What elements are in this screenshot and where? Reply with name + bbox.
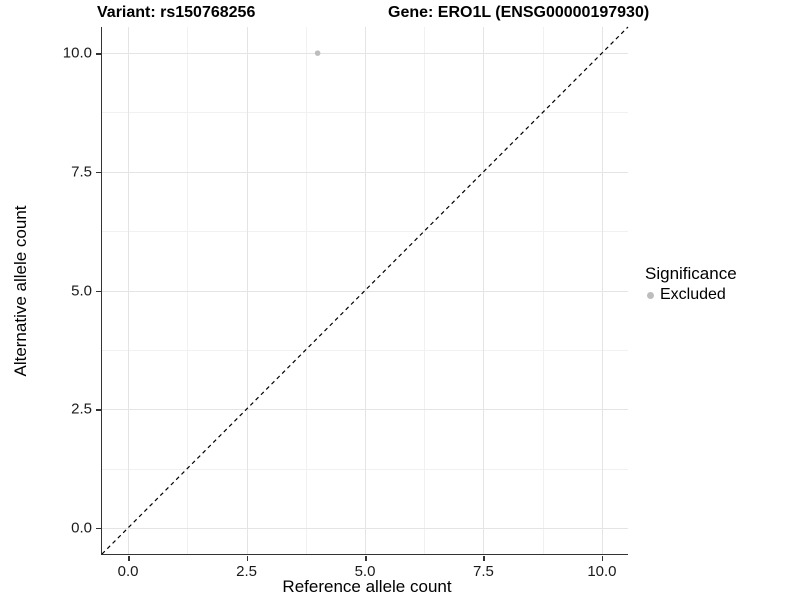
gridline-y-major xyxy=(102,290,628,292)
x-tick-mark xyxy=(128,555,130,561)
legend: Significance Excluded xyxy=(645,264,737,304)
x-tick-mark xyxy=(365,555,367,561)
x-tick-label: 10.0 xyxy=(587,563,617,580)
y-tick-label: 5.0 xyxy=(71,282,92,299)
x-tick-mark xyxy=(483,555,485,561)
y-tick-label: 7.5 xyxy=(71,163,92,181)
y-tick-label: 0.0 xyxy=(71,519,92,537)
plot-panel xyxy=(101,26,629,555)
gridline-y-major xyxy=(102,171,628,173)
x-tick-mark xyxy=(601,555,604,561)
x-tick-label: 7.5 xyxy=(473,563,494,580)
legend-title: Significance xyxy=(645,264,737,283)
gridline-y-major xyxy=(102,527,628,529)
y-tick-mark xyxy=(95,53,101,55)
y-tick-mark xyxy=(95,527,101,530)
plot-canvas xyxy=(101,26,629,555)
legend-item-label: Excluded xyxy=(660,286,726,303)
gridline-y-major xyxy=(102,409,628,411)
plot-title-gene: Gene: ERO1L (ENSG00000197930) xyxy=(388,4,650,21)
legend-key-dot xyxy=(647,291,654,299)
legend-item-excluded: Excluded xyxy=(645,286,737,304)
y-tick-label: 2.5 xyxy=(71,400,92,418)
y-tick-label: 10.0 xyxy=(62,44,92,62)
plot-title-variant: Variant: rs150768256 xyxy=(97,4,256,21)
x-tick-mark xyxy=(246,555,249,561)
y-tick-mark xyxy=(95,171,101,174)
y-tick-mark xyxy=(95,409,101,411)
x-tick-label: 0.0 xyxy=(117,563,139,580)
x-tick-label: 2.5 xyxy=(236,563,257,580)
identity-reference-line xyxy=(101,26,629,555)
x-axis-title: Reference allele count xyxy=(282,577,452,596)
x-tick-label: 5.0 xyxy=(354,563,376,580)
data-point xyxy=(314,50,321,56)
gridline-y-major xyxy=(102,53,628,55)
y-axis-title: Alternative allele count xyxy=(11,205,30,377)
y-tick-mark xyxy=(95,290,101,292)
